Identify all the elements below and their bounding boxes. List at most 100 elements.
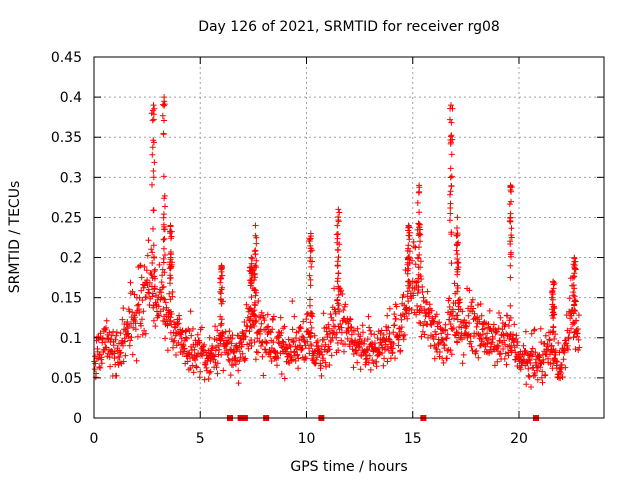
x-tick-label: 5 — [196, 431, 205, 447]
data-point — [465, 312, 472, 319]
data-point — [248, 343, 255, 349]
data-point — [161, 195, 168, 202]
data-point — [531, 326, 538, 333]
data-point — [571, 254, 578, 261]
data-point — [150, 102, 157, 109]
data-point — [482, 343, 489, 350]
data-point — [347, 316, 354, 323]
data-point — [201, 341, 208, 348]
data-point — [308, 247, 315, 254]
data-point — [576, 344, 583, 351]
data-point — [365, 313, 372, 320]
data-point — [575, 336, 582, 343]
x-tick-label: 0 — [90, 431, 99, 447]
data-point — [218, 351, 225, 358]
data-point — [303, 316, 310, 323]
data-point — [306, 272, 313, 279]
data-point — [197, 368, 204, 375]
data-point — [405, 242, 412, 249]
data-point — [395, 342, 402, 349]
data-point — [335, 247, 342, 254]
data-point — [228, 340, 235, 347]
data-point — [160, 255, 167, 262]
data-point — [269, 326, 276, 333]
data-point — [244, 341, 251, 348]
data-point — [294, 352, 301, 359]
data-point — [396, 332, 403, 339]
data-point — [297, 325, 304, 332]
data-point — [414, 199, 421, 206]
data-point — [551, 311, 557, 318]
data-point — [563, 312, 570, 319]
data-point — [551, 280, 558, 287]
data-point — [251, 307, 258, 314]
data-point — [473, 347, 480, 354]
data-point — [447, 205, 454, 211]
data-point — [517, 366, 524, 373]
data-point — [126, 342, 133, 349]
data-point — [115, 361, 122, 368]
data-point — [418, 333, 425, 340]
data-point — [558, 361, 565, 368]
data-point — [334, 235, 341, 242]
data-point — [117, 330, 124, 337]
data-point — [470, 305, 477, 312]
data-point — [477, 301, 484, 307]
data-point — [283, 344, 290, 351]
data-point — [566, 329, 573, 336]
data-point — [421, 331, 428, 338]
data-point — [181, 345, 188, 352]
data-point — [161, 102, 168, 109]
data-point — [450, 308, 457, 315]
data-point — [160, 226, 167, 233]
data-point — [404, 293, 411, 300]
data-point — [201, 376, 208, 383]
data-point — [347, 324, 354, 331]
data-point — [385, 324, 392, 331]
data-point — [274, 362, 280, 369]
data-point — [384, 358, 391, 365]
data-point — [364, 355, 371, 362]
data-point — [415, 220, 422, 227]
data-point — [417, 238, 423, 245]
data-point — [330, 317, 337, 324]
data-point — [349, 346, 356, 353]
data-point — [525, 356, 532, 363]
data-point — [365, 347, 372, 354]
data-point — [384, 312, 391, 319]
data-point — [573, 317, 580, 324]
data-point — [416, 244, 422, 251]
data-point — [234, 344, 241, 351]
data-point — [417, 258, 424, 265]
data-point — [417, 264, 424, 271]
data-point — [446, 316, 453, 323]
data-point — [322, 359, 329, 366]
data-point — [168, 235, 174, 242]
data-point — [290, 338, 297, 345]
data-point — [527, 360, 534, 366]
data-point — [119, 316, 126, 323]
data-point — [258, 320, 265, 327]
data-point — [528, 384, 534, 390]
data-point — [497, 350, 504, 357]
data-point — [411, 243, 417, 250]
data-point — [307, 282, 314, 289]
y-tick-label: 0.1 — [60, 331, 82, 347]
data-point — [156, 261, 163, 268]
x-tick-label: 20 — [510, 431, 528, 447]
data-point — [340, 307, 347, 314]
data-point — [572, 297, 578, 304]
data-point — [361, 337, 368, 344]
data-point — [293, 335, 299, 342]
data-point — [161, 269, 168, 276]
data-point — [551, 305, 558, 312]
data-point — [308, 263, 315, 270]
data-point — [480, 331, 486, 338]
data-point — [486, 307, 493, 314]
data-point — [149, 260, 156, 266]
data-point — [507, 251, 514, 258]
data-point — [189, 362, 196, 369]
data-point — [98, 354, 105, 361]
data-point — [131, 291, 138, 298]
data-point — [129, 309, 136, 316]
